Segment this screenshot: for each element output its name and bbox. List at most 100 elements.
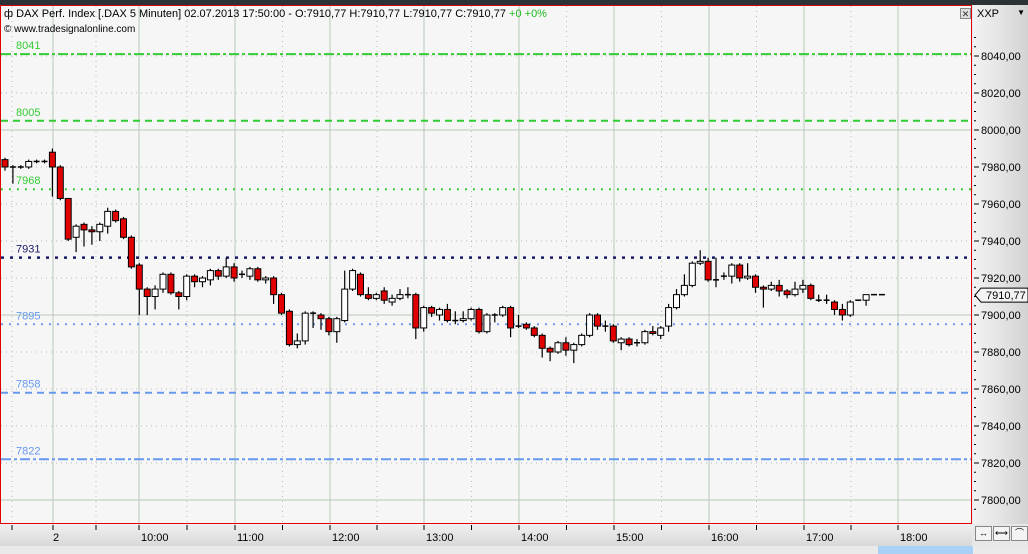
y-tick-label: 7820,00 [981,458,1021,470]
horizontal-scrollbar[interactable] [0,546,1028,554]
candle-body [1,159,9,168]
candle-body [459,318,467,322]
candle-body [641,331,649,344]
candle-body [333,318,341,333]
y-tick-label: 7800,00 [981,495,1021,507]
x-tick-label: 16:00 [711,532,739,544]
candle-body [475,308,483,333]
candle-body [783,290,791,296]
candle-body [704,260,712,281]
level-label: 8005 [16,107,40,119]
candle-body [48,151,56,168]
candle-body [594,314,601,327]
chart-style-icon[interactable]: ⌒ [1011,526,1028,541]
x-tick-label: 13:00 [426,532,454,544]
candle-body [728,264,736,277]
candle-body [807,284,815,299]
nav-buttons: ↔ ⟷ ⌒ [975,526,1028,541]
copyright-text: © www.tradesignalonline.com [4,24,136,35]
candle-body [285,310,293,346]
y-tick-label: 7880,00 [981,347,1021,359]
candle-body [862,294,870,301]
candle-body [112,210,120,222]
change-pct: +0% [524,8,547,20]
zoom-horizontal-icon[interactable]: ⟷ [993,526,1010,541]
candle-body [254,268,262,281]
candle-body [412,294,420,329]
candle-body [246,268,254,277]
candle-body [64,197,72,240]
candle-body [80,223,88,231]
y-tick-label: 7900,00 [981,310,1021,322]
candle-body [127,236,135,268]
candle-body [270,277,278,296]
window-top-bar [0,0,1028,5]
candle-body [388,297,396,303]
close-icon[interactable]: ✕ [960,8,971,19]
x-tick-label: 18:00 [900,532,928,544]
candle-body [467,308,475,320]
candle-body [72,225,80,238]
y-tick-label: 7940,00 [981,236,1021,248]
y-tick-label: 8040,00 [981,51,1021,63]
candle-body [420,307,428,329]
x-tick-label: 10:00 [141,532,169,544]
candle-body [752,275,759,288]
candle-body [120,218,127,238]
plot-area[interactable] [0,5,972,524]
last-price-label: 7910,77 [986,290,1026,302]
scrollbar-thumb[interactable] [878,546,973,554]
candle-body [522,323,530,329]
x-tick-label: 2 [53,532,59,544]
candle-body [609,325,617,342]
candle-body [301,312,309,342]
candle-body [325,318,333,333]
x-tick-label: 14:00 [521,532,549,544]
candle-body [736,264,744,279]
candle-body [372,294,380,299]
candle-body [799,284,807,290]
candle-body [317,314,325,320]
candle-body [206,270,214,281]
candle-body [191,275,199,283]
y-tick-label: 7840,00 [981,421,1021,433]
y-tick-label: 8020,00 [981,88,1021,100]
y-tick-label: 7860,00 [981,384,1021,396]
chart-title: ф DAX Perf. Index [.DAX 5 Minuten] 02.07… [4,8,547,20]
candle-body [570,344,578,351]
candle-body [846,301,854,316]
candle-body [364,294,372,299]
candle-body [135,264,143,290]
dropdown-arrow-icon[interactable]: ▼ [1017,8,1025,17]
scroll-icon[interactable]: ↔ [975,526,992,541]
candle-body [546,347,554,353]
x-tick-label: 15:00 [616,532,644,544]
candle-body [143,288,151,298]
candle-body [688,262,696,286]
candle-body [214,270,222,277]
candle-body [617,338,625,344]
price-axis[interactable]: XXP ▼ [973,5,1028,524]
candle-body [499,307,507,316]
last-price-marker [974,287,1028,303]
candle-body [838,308,846,316]
candle-body [744,275,752,279]
candle-body [199,277,206,283]
change-abs: +0 [509,8,522,20]
y-tick-label: 7920,00 [981,273,1021,285]
candle-body [151,288,159,298]
candle-body [159,273,167,290]
candle-body [530,327,538,336]
candle-icon: ф [4,8,14,20]
candle-body [696,260,704,264]
candle-body [88,229,96,233]
candle-body [396,294,404,299]
candle-body [831,301,838,310]
candle-body [507,307,515,329]
time-axis[interactable] [0,524,972,546]
candle-body [673,294,680,309]
candle-body [554,342,562,353]
candle-body [649,331,657,334]
y-tick-label: 7960,00 [981,199,1021,211]
